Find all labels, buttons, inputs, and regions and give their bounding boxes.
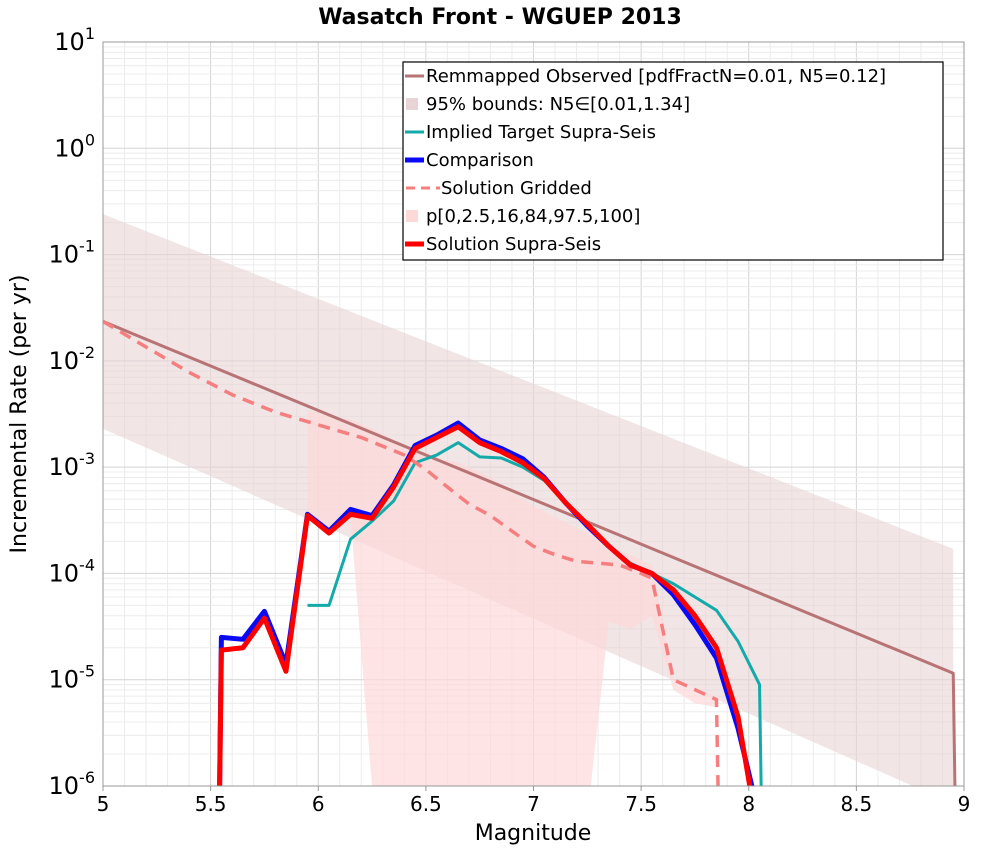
observed-series-line xyxy=(103,320,957,786)
x-tick-label: 5 xyxy=(97,792,110,816)
x-tick-label: 5.5 xyxy=(195,792,227,816)
x-tick-label: 9 xyxy=(958,792,971,816)
x-tick-label: 7.5 xyxy=(625,792,657,816)
gridded-series-line xyxy=(103,319,720,786)
line-layer xyxy=(103,319,957,786)
y-tick-label: 100 xyxy=(54,130,95,162)
legend-label: Solution Gridded xyxy=(441,178,592,199)
legend: Remmapped Observed [pdfFractN=0.01, N5=0… xyxy=(402,61,944,261)
x-tick-label: 8.5 xyxy=(840,792,872,816)
legend-box xyxy=(402,61,944,261)
y-axis-title: Incremental Rate (per yr) xyxy=(7,275,32,554)
y-tick-label: 10-6 xyxy=(49,768,96,800)
band-layer xyxy=(103,214,954,786)
legend-label: 95% bounds: N5∈[0.01,1.34] xyxy=(426,94,690,115)
confidence-band xyxy=(103,214,954,786)
x-axis-title: Magnitude xyxy=(475,821,592,846)
legend-label: Remmapped Observed [pdfFractN=0.01, N5=0… xyxy=(426,66,886,87)
y-axis-ticks: 10-6 10-5 10-4 10-3 10-2 10-1 100 101 xyxy=(49,24,96,800)
legend-label: Solution Supra-Seis xyxy=(426,234,601,255)
x-tick-label: 8 xyxy=(742,792,755,816)
chart-title: Wasatch Front - WGUEP 2013 xyxy=(318,5,682,30)
confidence-band xyxy=(307,409,717,786)
x-axis-ticks: 5 5.5 6 6.5 7 7.5 8 8.5 9 xyxy=(97,786,971,816)
y-tick-label: 10-3 xyxy=(49,449,96,481)
legend-swatch xyxy=(406,98,418,110)
y-tick-label: 10-4 xyxy=(49,555,96,587)
supra-series-line xyxy=(217,424,753,786)
legend-label: Comparison xyxy=(426,150,534,171)
y-tick-label: 10-5 xyxy=(49,662,96,694)
y-tick-label: 10-2 xyxy=(49,343,96,375)
legend-swatch xyxy=(406,210,418,222)
x-tick-label: 7 xyxy=(527,792,540,816)
y-tick-label: 10-1 xyxy=(49,237,96,269)
x-tick-label: 6 xyxy=(312,792,325,816)
y-tick-label: 101 xyxy=(54,24,95,56)
legend-label: p[0,2.5,16,84,97.5,100] xyxy=(426,206,640,227)
x-tick-label: 6.5 xyxy=(410,792,442,816)
legend-label: Implied Target Supra-Seis xyxy=(426,122,656,143)
